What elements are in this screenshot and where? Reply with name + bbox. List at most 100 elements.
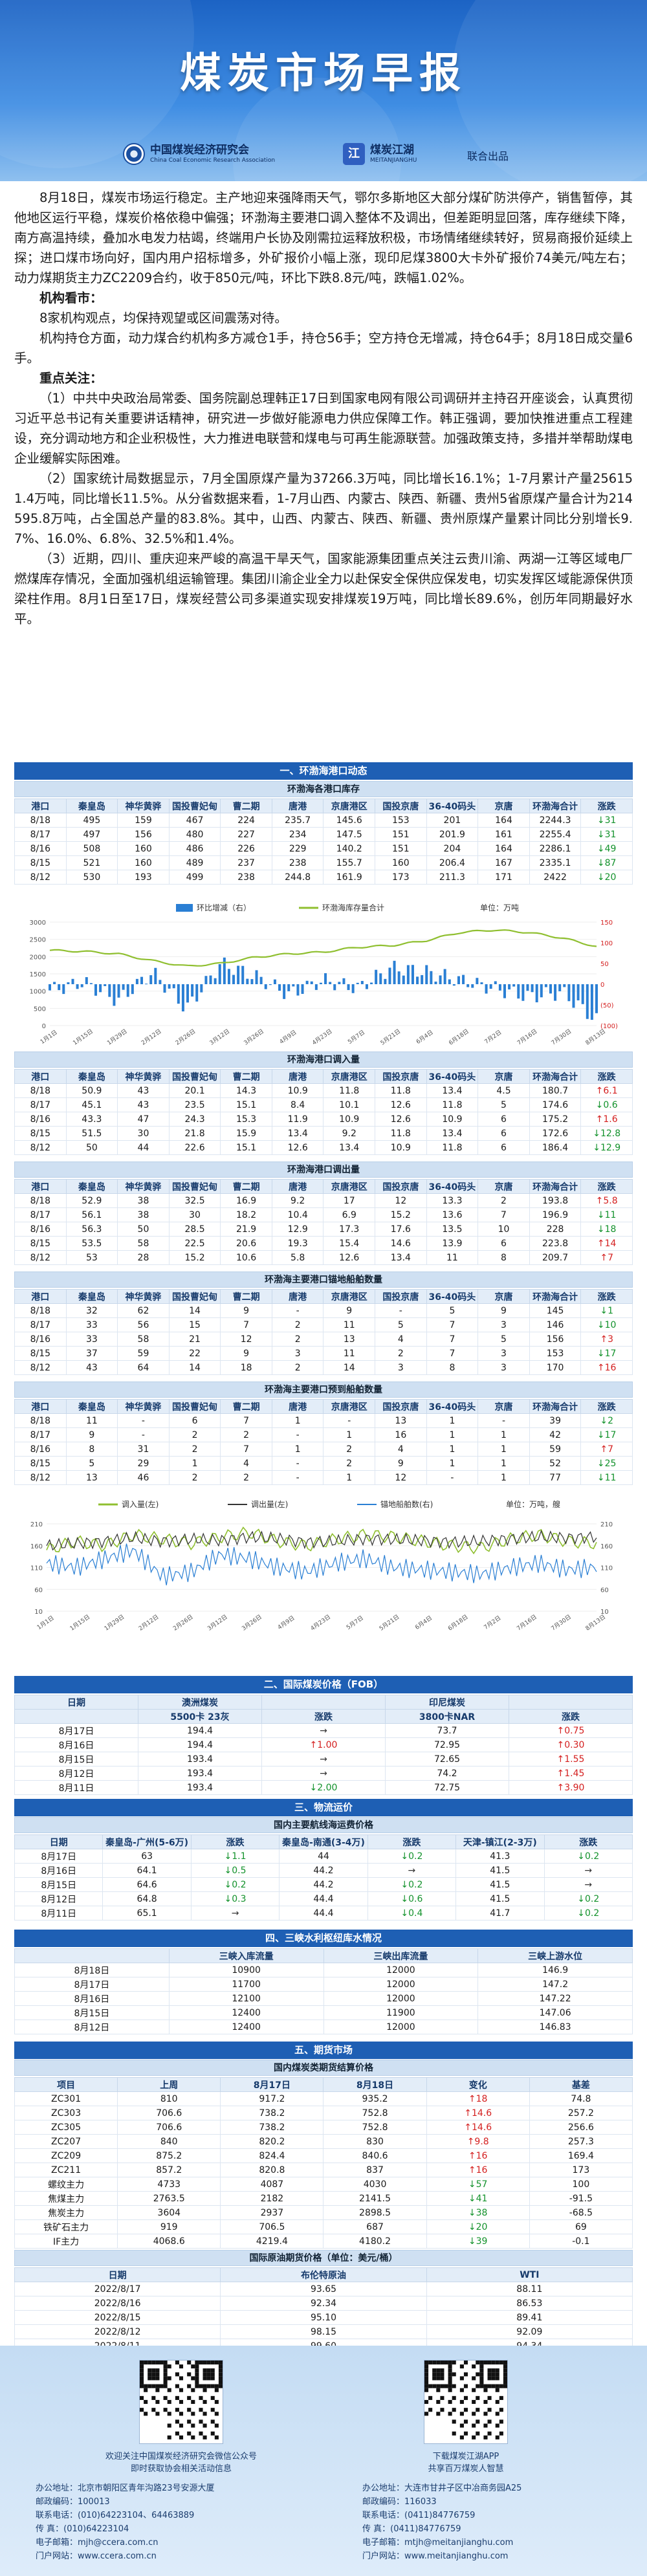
table-cell: 44.4: [279, 1891, 368, 1906]
delta-bar: [122, 984, 125, 990]
port-in-table: 港口 秦皇岛 神华黄骅 国投曹妃甸 曹二期 唐港 京唐港区 国投京唐 36-40码头 京唐 环渤海合…: [14, 1069, 633, 1155]
table-cell: 1: [323, 1470, 376, 1485]
table-cell: 93.65: [220, 2282, 427, 2296]
table-cell: 13.9: [426, 1236, 479, 1251]
column-header: 日期: [14, 1695, 138, 1710]
table-cell: 11700: [168, 1977, 324, 1992]
table-cell: ↓18: [580, 1222, 633, 1237]
ccera-email-link[interactable]: 电子邮箱：mjh@ccera.com.cn: [36, 2538, 159, 2548]
ccera-website-link[interactable]: 门户网站：www.ccera.com.cn: [36, 2551, 157, 2561]
column-header: [14, 1948, 170, 1963]
table-cell: 13.4: [375, 1250, 427, 1265]
qr-module: [140, 2380, 144, 2384]
qr-module: [179, 2412, 184, 2416]
table-cell: 8月12日: [14, 1891, 104, 1906]
report-title: 煤炭市场早报: [180, 50, 467, 98]
table-cell: 8: [426, 1360, 479, 1375]
table-cell: 2182: [220, 2191, 324, 2206]
delta-bar: [342, 978, 345, 984]
delta-bar: [67, 982, 70, 984]
delta-bar: [154, 967, 157, 984]
y-tick-left: 500: [34, 1006, 46, 1013]
table-cell: 2: [323, 1456, 376, 1471]
table-cell: 30: [168, 1207, 221, 1222]
column-header: 京唐: [477, 1289, 530, 1304]
table-cell: 焦煤主力: [14, 2191, 118, 2206]
qr-module: [179, 2423, 184, 2428]
mtj-emblem-icon: 江: [343, 143, 365, 165]
mtj-qr-code-icon[interactable]: [424, 2360, 508, 2444]
delta-bar: [351, 984, 355, 993]
table-cell: 5: [375, 1317, 427, 1332]
delta-bar: [517, 984, 520, 999]
table-cell: ↓1: [580, 1303, 633, 1318]
table-cell: 8/12: [14, 1250, 67, 1265]
table-cell: ZC211: [14, 2163, 118, 2177]
table-cell: 8/17: [14, 827, 67, 842]
qr-module: [191, 2435, 195, 2439]
y-tick-right: 0: [600, 982, 604, 989]
table-row: ZC209 875.2 824.4 840.6 ↑16 169.4: [14, 2148, 633, 2163]
table-cell: 15.1: [220, 1097, 272, 1112]
table-cell: -0.1: [529, 2234, 633, 2249]
table-cell: 2763.5: [117, 2191, 221, 2206]
delta-bar: [204, 976, 208, 984]
qr-module: [191, 2423, 195, 2428]
mtj-website-link[interactable]: 门户网站：www.meitanjianghu.com: [362, 2551, 509, 2561]
column-header: 唐港: [271, 798, 324, 813]
table-cell: 38: [117, 1193, 170, 1208]
table-cell: 4: [375, 1332, 427, 1347]
qr-module: [448, 2368, 452, 2373]
delta-bar: [549, 984, 552, 994]
table-cell: 155.7: [323, 855, 376, 870]
table-cell: 146.83: [477, 2020, 633, 2034]
table-cell: 193.4: [138, 1752, 262, 1767]
mtj-email-link[interactable]: 电子邮箱：mtjh@meitanjianghu.com: [362, 2538, 514, 2548]
table-cell: 64.8: [102, 1891, 192, 1906]
table-row: 8月16日 194.4 ↑1.00 72.95 ↑0.30: [14, 1737, 633, 1752]
qr-module: [495, 2388, 499, 2392]
delta-bar: [425, 965, 428, 984]
delta-bar: [218, 963, 221, 984]
table-cell: 194.4: [138, 1723, 262, 1738]
delta-bar: [411, 965, 414, 984]
column-header: 36-40码头: [426, 1179, 479, 1194]
delta-bar: [393, 960, 396, 984]
table-header-row: 港口 秦皇岛 神华黄骅 国投曹妃甸 曹二期 唐港 京唐港区 国投京唐 36-40码头 京唐 环渤海合…: [14, 1289, 633, 1304]
ccera-emblem-icon: [123, 143, 145, 165]
table-cell: 73.7: [385, 1723, 509, 1738]
table-cell: ↑16: [426, 2163, 530, 2177]
table-cell: 4180.2: [323, 2234, 427, 2249]
table-cell: 10.9: [426, 1112, 479, 1127]
qr-module: [140, 2364, 144, 2369]
table-cell: ↓12.9: [580, 1140, 633, 1155]
qr-module: [159, 2384, 164, 2388]
table-cell: 51.5: [65, 1126, 118, 1141]
port-flow-chart-svg: 调入量(左) 调出量(左) 锚地船舶数(右) 单位：万吨，艘 210 210 160 160 1…: [14, 1495, 633, 1634]
table-cell: →: [261, 1766, 386, 1781]
table-cell: 21.9: [220, 1222, 272, 1237]
ccera-qr-code-icon[interactable]: [139, 2360, 223, 2444]
table-cell: 1: [426, 1427, 479, 1442]
qr-module: [476, 2419, 480, 2424]
table-cell: 6: [477, 1236, 530, 1251]
qr-module: [487, 2372, 492, 2377]
table-cell: 151: [375, 827, 427, 842]
y-tick-left: 10: [34, 1609, 43, 1616]
table-cell: 8/17: [14, 1207, 67, 1222]
mtj-qr-caption-1: 下载煤炭江湖APP: [432, 2452, 499, 2461]
qr-module: [175, 2419, 179, 2424]
table-cell: 13.4: [323, 1140, 376, 1155]
column-header: 国投京唐: [375, 798, 427, 813]
table-cell: 10.9: [375, 1140, 427, 1155]
table-cell: 3: [271, 1346, 324, 1361]
table-cell: ↑1.45: [509, 1766, 633, 1781]
table-header-row: 港口 秦皇岛 神华黄骅 国投曹妃甸 曹二期 唐港 京唐港区 国投京唐 36-40码头 京唐 环渤海合…: [14, 1399, 633, 1414]
table-cell: 43: [117, 1083, 170, 1098]
table-cell: 153: [529, 1346, 582, 1361]
table-cell: 13.3: [426, 1193, 479, 1208]
qr-module: [179, 2376, 184, 2381]
mtj-fax: 传 真：(0411)84776759: [362, 2524, 461, 2534]
table-cell: 22.5: [168, 1236, 221, 1251]
ccera-contact: 办公地址：北京市朝阳区青年沟路23号安源大厦 邮政编码：100013 联系电话：…: [36, 2482, 215, 2563]
